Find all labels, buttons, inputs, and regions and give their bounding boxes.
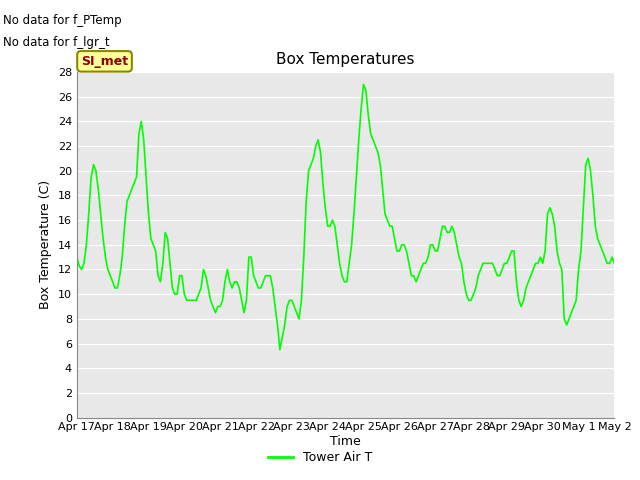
Title: Box Temperatures: Box Temperatures [276, 52, 415, 67]
Text: SI_met: SI_met [81, 55, 128, 68]
Text: No data for f_PTemp: No data for f_PTemp [3, 14, 122, 27]
Text: No data for f_lgr_t: No data for f_lgr_t [3, 36, 110, 49]
X-axis label: Time: Time [330, 435, 361, 448]
Y-axis label: Box Temperature (C): Box Temperature (C) [39, 180, 52, 310]
Legend: Tower Air T: Tower Air T [263, 446, 377, 469]
